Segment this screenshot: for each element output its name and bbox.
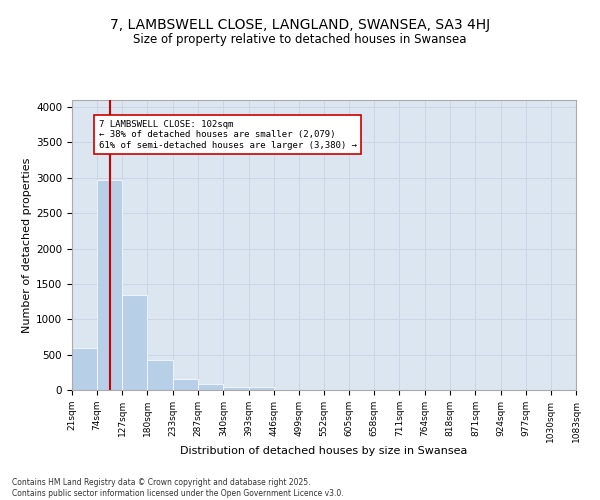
Bar: [122, 295, 148, 390]
Y-axis label: Number of detached properties: Number of detached properties: [22, 158, 32, 332]
Bar: [72, 348, 97, 390]
Bar: [173, 378, 198, 390]
X-axis label: Distribution of detached houses by size in Swansea: Distribution of detached houses by size …: [181, 446, 467, 456]
Text: 7 LAMBSWELL CLOSE: 102sqm
← 38% of detached houses are smaller (2,079)
61% of se: 7 LAMBSWELL CLOSE: 102sqm ← 38% of detac…: [98, 120, 356, 150]
Text: Size of property relative to detached houses in Swansea: Size of property relative to detached ho…: [133, 32, 467, 46]
Text: Contains HM Land Registry data © Crown copyright and database right 2025.
Contai: Contains HM Land Registry data © Crown c…: [12, 478, 344, 498]
Bar: [148, 360, 173, 390]
Text: 7, LAMBSWELL CLOSE, LANGLAND, SWANSEA, SA3 4HJ: 7, LAMBSWELL CLOSE, LANGLAND, SWANSEA, S…: [110, 18, 490, 32]
Bar: [198, 384, 223, 390]
Bar: [248, 387, 274, 390]
Bar: [97, 180, 122, 390]
Bar: [223, 387, 248, 390]
